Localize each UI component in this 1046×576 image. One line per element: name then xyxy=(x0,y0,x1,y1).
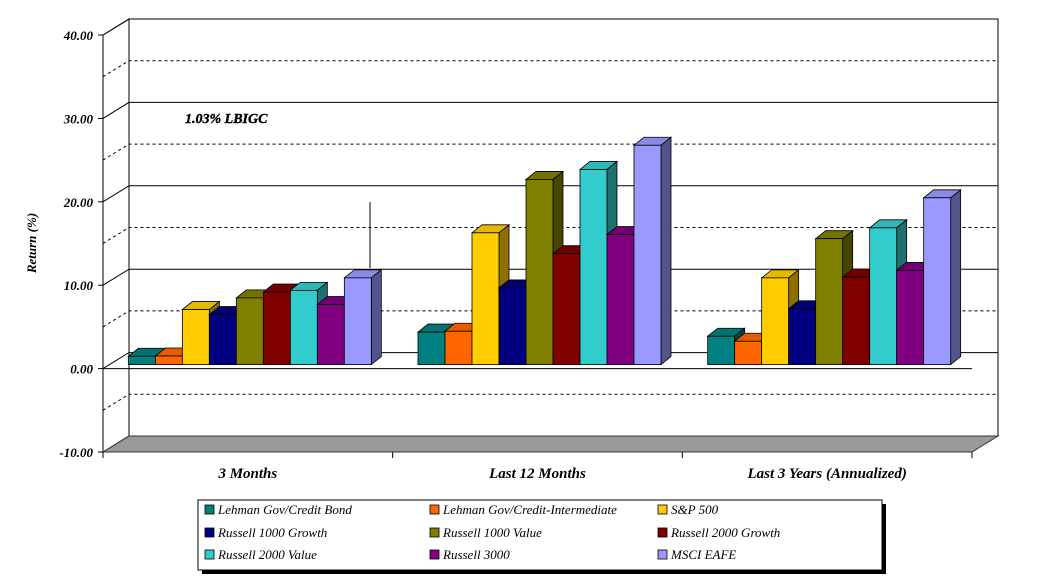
y-tick-label: 10.00 xyxy=(64,278,94,293)
bar-front xyxy=(417,331,446,366)
legend-swatch xyxy=(429,549,440,560)
x-tick-label: Last 3 Years (Annualized) xyxy=(746,466,906,482)
bar-front xyxy=(262,291,291,365)
bar-front xyxy=(734,340,763,365)
annotation-label: 1.03% LBIGC xyxy=(185,112,268,127)
bars xyxy=(127,136,962,366)
bar-front xyxy=(525,179,554,365)
bar-front xyxy=(842,276,871,365)
bar-front xyxy=(815,238,844,365)
bar xyxy=(343,269,383,366)
bar-side xyxy=(660,136,672,366)
bar-front xyxy=(552,253,581,365)
bar xyxy=(632,136,673,366)
bar-front xyxy=(869,227,898,366)
bar-front xyxy=(444,330,473,365)
gridline-minor xyxy=(102,227,998,244)
x-tick-label: 3 Months xyxy=(217,466,277,482)
chart-floor xyxy=(101,435,1000,453)
chart-side-wall xyxy=(102,18,130,453)
legend-item: Lehman Gov/Credit-Intermediate xyxy=(429,502,617,517)
legend-label: Russell 2000 Value xyxy=(217,547,317,562)
legend-swatch xyxy=(429,527,440,538)
legend-label: Russell 1000 Growth xyxy=(217,525,327,540)
legend-item: S&P 500 xyxy=(657,502,719,517)
x-axis-labels: 3 Months Last 12 Months Last 3 Years (Annu… xyxy=(217,466,906,482)
gridline-major xyxy=(102,18,998,36)
chart-floor-plane xyxy=(101,435,1000,453)
legend-label: S&P 500 xyxy=(671,502,719,517)
x-tick-label: Last 12 Months xyxy=(488,466,586,482)
legend-item: Russell 1000 Growth xyxy=(204,525,327,540)
bar-front xyxy=(896,269,925,365)
legend-label: Russell 3000 xyxy=(442,547,510,562)
legend-swatch xyxy=(429,504,440,515)
bar-front xyxy=(707,335,736,365)
gridline-minor xyxy=(102,393,998,411)
bar-front xyxy=(788,308,817,365)
legend: Lehman Gov/Credit Bond Lehman Gov/Credit-… xyxy=(197,499,886,574)
legend-label: Lehman Gov/Credit Bond xyxy=(217,502,352,517)
bar-front xyxy=(154,355,183,365)
bar-front xyxy=(181,309,210,365)
legend-item: Russell 2000 Value xyxy=(204,547,317,562)
bar-front xyxy=(208,314,237,365)
gridline-minor xyxy=(102,60,998,78)
bar-front xyxy=(343,277,372,366)
legend-item: Russell 3000 xyxy=(429,547,510,562)
bar-front xyxy=(761,277,790,366)
bar-front xyxy=(316,304,345,366)
legend-swatch xyxy=(657,527,668,538)
gridline-major xyxy=(102,268,998,286)
legend-swatch xyxy=(204,549,215,560)
legend-label: Russell 1000 Value xyxy=(442,525,542,540)
bar-front xyxy=(235,297,264,366)
legend-item: Russell 2000 Growth xyxy=(657,525,780,540)
legend-box xyxy=(197,499,883,571)
legend-swatch xyxy=(204,527,215,538)
legend-item: Russell 1000 Value xyxy=(429,525,542,540)
bar-front xyxy=(606,234,635,366)
gridline-minor xyxy=(102,143,998,161)
gridline-major xyxy=(102,101,998,119)
y-tick-label: 30.00 xyxy=(63,111,94,126)
y-tick-label: -10.00 xyxy=(59,445,93,460)
gridline-major xyxy=(102,185,998,203)
gridlines xyxy=(102,18,998,458)
legend-item: Lehman Gov/Credit Bond xyxy=(204,502,352,517)
legend-label: Russell 2000 Growth xyxy=(670,525,780,540)
legend-swatch xyxy=(204,504,215,515)
y-tick-label: 0.00 xyxy=(70,362,93,377)
legend-swatch xyxy=(657,504,668,515)
bar-front xyxy=(127,355,156,366)
bar xyxy=(922,188,962,366)
bar-front xyxy=(579,169,608,366)
bar-front xyxy=(498,287,527,366)
legend-label: Lehman Gov/Credit-Intermediate xyxy=(442,502,617,517)
y-tick-label: 20.00 xyxy=(63,195,94,210)
legend-label: MSCI EAFE xyxy=(670,547,736,562)
y-tick-label: 40.00 xyxy=(63,28,94,43)
gridline-minor xyxy=(102,310,998,328)
legend-item: MSCI EAFE xyxy=(657,547,736,562)
bar-side xyxy=(950,188,962,366)
y-axis-ticks: -10.00 0.00 10.00 20.00 30.00 40.00 xyxy=(59,28,103,460)
legend-swatch xyxy=(657,549,668,560)
bar-side xyxy=(370,269,382,366)
y-axis-label: Return (%) xyxy=(24,213,39,274)
bar-front xyxy=(471,232,500,366)
bar-front xyxy=(633,144,662,365)
bar-front xyxy=(289,289,318,365)
bar-front xyxy=(923,197,952,366)
